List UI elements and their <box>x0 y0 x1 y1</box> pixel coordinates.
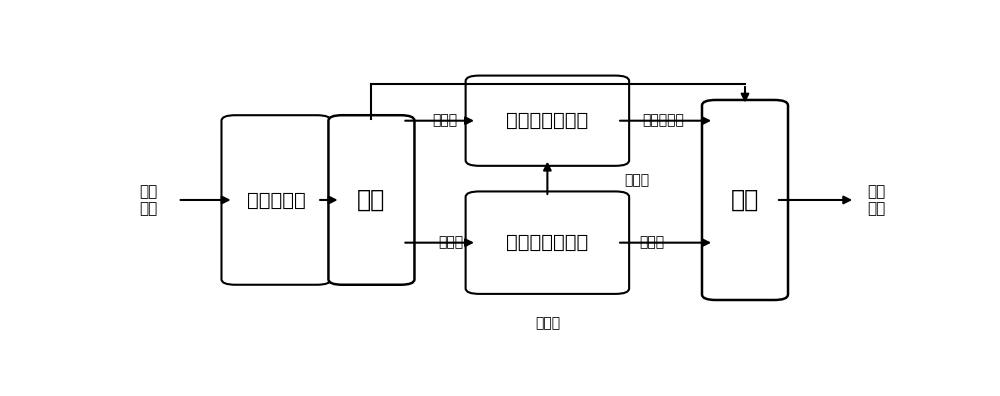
Text: 切割: 切割 <box>357 188 386 212</box>
Text: 轻馏分: 轻馏分 <box>535 316 560 331</box>
Text: 萍取蘑馏、分离: 萍取蘑馏、分离 <box>506 233 588 252</box>
Text: 选择性加氢脱硬: 选择性加氢脱硬 <box>506 111 588 130</box>
Text: 混合: 混合 <box>731 188 759 212</box>
Text: 脱硬
汽油: 脱硬 汽油 <box>868 184 886 216</box>
FancyBboxPatch shape <box>466 191 629 294</box>
Text: 萍余油: 萍余油 <box>639 236 665 249</box>
FancyBboxPatch shape <box>466 76 629 166</box>
Text: 萍取油: 萍取油 <box>624 173 649 187</box>
FancyBboxPatch shape <box>702 100 788 300</box>
FancyBboxPatch shape <box>221 115 331 285</box>
Text: 脱硬重馏分: 脱硬重馏分 <box>643 114 685 128</box>
Text: 脱硬醇处理: 脱硬醇处理 <box>247 190 306 209</box>
FancyBboxPatch shape <box>328 115 414 285</box>
Text: 汽油
原料: 汽油 原料 <box>139 184 157 216</box>
Text: 中馏分: 中馏分 <box>438 236 463 249</box>
Text: 重馏分: 重馏分 <box>433 114 458 128</box>
